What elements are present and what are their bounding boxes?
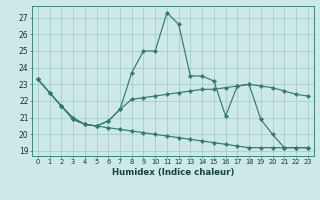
X-axis label: Humidex (Indice chaleur): Humidex (Indice chaleur) (112, 168, 234, 177)
